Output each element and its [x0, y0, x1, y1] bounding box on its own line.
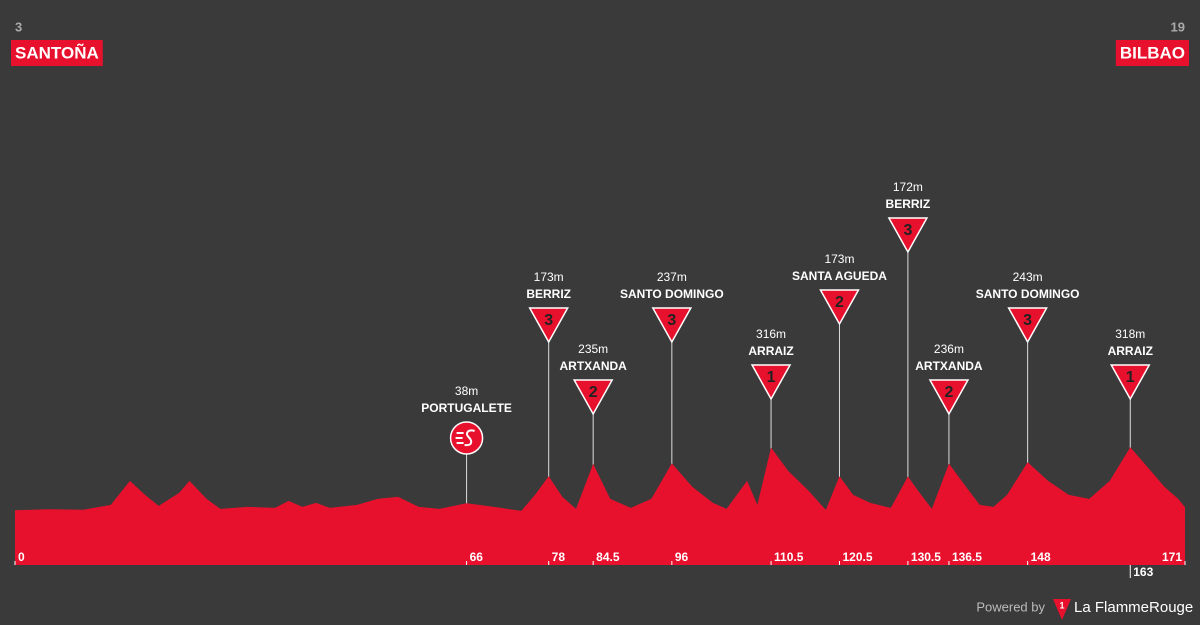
brand: La FlammeRouge: [1074, 599, 1193, 616]
climb-marker: [1109, 364, 1151, 401]
finish-altitude: 19: [1171, 19, 1185, 34]
climb-altitude: 172m: [893, 180, 923, 194]
profile: 0 66 78 84.5 96 110.5 120.5 130.5 136.5 148 163 171: [14, 447, 1186, 579]
climb-altitude: 237m: [657, 270, 687, 284]
climb-marker: [1007, 307, 1048, 344]
start-altitude: 3: [15, 19, 22, 34]
plot: 0 66 78 84.5 96 110.5 120.5 130.5 136.5 148 163 171…: [14, 180, 1186, 579]
climb-marker: [651, 307, 693, 344]
x-tick-label: 130.5: [911, 550, 941, 564]
climb-category: 2: [944, 384, 953, 401]
x-tick-label: 96: [675, 550, 689, 564]
x-tick-label: 110.5: [774, 550, 804, 564]
x-tick-label: 120.5: [842, 550, 872, 564]
climb-name: ARTXANDA: [559, 359, 627, 373]
climb-category: 2: [835, 294, 844, 311]
sprint-glyph: [455, 429, 475, 447]
climb-altitude: 173m: [534, 270, 564, 284]
start-box: [11, 40, 103, 66]
climb-category: 1: [1126, 369, 1135, 386]
climb-category: 3: [667, 312, 676, 329]
finish-box: [1115, 40, 1189, 66]
powered-by: Powered by: [976, 599, 1045, 614]
climb-name: SANTO DOMINGO: [976, 287, 1080, 301]
climb-name: ARRAIZ: [748, 344, 793, 358]
climb-name: BERRIZ: [886, 197, 931, 211]
logo-mark: 1: [1059, 600, 1064, 610]
climb-category: 3: [1023, 312, 1032, 329]
climb-altitude: 38m: [455, 384, 478, 398]
climb-category: 3: [903, 222, 912, 239]
climb-name: BERRIZ: [526, 287, 571, 301]
climb-altitude: 236m: [934, 342, 964, 356]
climb-altitude: 316m: [756, 327, 786, 341]
start-name: SANTOÑA: [15, 42, 99, 62]
climb-altitude: 235m: [578, 342, 608, 356]
x-tick-label: 84.5: [596, 550, 620, 564]
x-tick-label: 148: [1031, 550, 1051, 564]
sprint-icon: [449, 421, 484, 455]
climb-altitude: 318m: [1115, 327, 1145, 341]
climb-category: 1: [767, 369, 776, 386]
climb-name: SANTO DOMINGO: [620, 287, 724, 301]
x-tick-label: 163: [1133, 565, 1153, 579]
climb-name: ARRAIZ: [1108, 344, 1153, 358]
elevation-area: [15, 447, 1185, 565]
climb-marker: [750, 364, 792, 401]
climb-marker: [887, 217, 929, 254]
climb-name: SANTA AGUEDA: [792, 269, 887, 283]
climb-marker: [819, 289, 860, 326]
climb-altitude: 173m: [824, 252, 854, 266]
climb-marker: [928, 379, 970, 416]
x-tick-label: 66: [470, 550, 484, 564]
climb-marker: [572, 379, 614, 416]
x-tick-label: 0: [18, 550, 25, 564]
climb-altitude: 243m: [1013, 270, 1043, 284]
climb-category: 2: [589, 384, 598, 401]
logo-icon: [1053, 599, 1071, 620]
finish-name: BILBAO: [1120, 43, 1185, 62]
climb-marker: [528, 307, 569, 344]
climb-name: ARTXANDA: [915, 359, 983, 373]
climb-name: PORTUGALETE: [421, 401, 512, 415]
x-tick-label: 136.5: [952, 550, 982, 564]
x-tick-label: 78: [552, 550, 566, 564]
climb-category: 3: [544, 312, 553, 329]
markers: PORTUGALETE 38m 3 BERRIZ 173m 2 ARTXANDA 235m 3 S…: [421, 180, 1153, 455]
x-tick-label: 171: [1162, 550, 1182, 564]
